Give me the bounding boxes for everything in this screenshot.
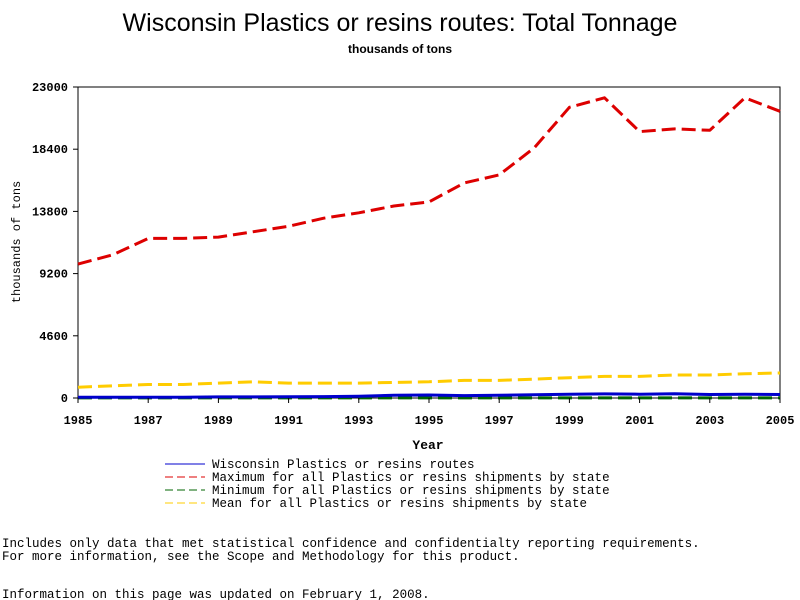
plot-area [77, 86, 781, 399]
y-tick-label: 23000 [32, 81, 68, 95]
x-tick-label: 1997 [485, 414, 514, 428]
x-tick-label: 1995 [415, 414, 444, 428]
legend: Wisconsin Plastics or resins routesMaxim… [165, 458, 610, 511]
y-axis-ticks: 0 4600 9200 13800 18400 23000 [32, 81, 78, 406]
x-tick-label: 2001 [625, 414, 654, 428]
series-line-0 [78, 392, 781, 399]
y-tick-label: 13800 [32, 205, 68, 219]
y-tick-label: 4600 [39, 330, 68, 344]
x-tick-label: 1985 [64, 414, 93, 428]
x-tick-label: 1987 [134, 414, 163, 428]
legend-label: Mean for all Plastics or resins shipment… [212, 497, 587, 511]
x-tick-label: 2005 [766, 414, 795, 428]
note-updated: Information on this page was updated on … [2, 588, 430, 600]
chart-subtitle: thousands of tons [348, 42, 452, 56]
chart-title: Wisconsin Plastics or resins routes: Tot… [123, 9, 678, 37]
y-tick-label: 18400 [32, 143, 68, 157]
note-confidence: Includes only data that met statistical … [2, 537, 700, 551]
series-line-3 [77, 371, 781, 389]
legend-label: Maximum for all Plastics or resins shipm… [212, 471, 610, 485]
plot-frame [77, 86, 781, 399]
x-tick-label: 1989 [204, 414, 233, 428]
y-axis-label: thousands of tons [10, 181, 24, 303]
x-tick-label: 1993 [344, 414, 373, 428]
x-tick-label: 2003 [695, 414, 724, 428]
note-methodology: For more information, see the Scope and … [2, 550, 520, 564]
x-axis-label: Year [412, 438, 443, 453]
x-tick-label: 1999 [555, 414, 584, 428]
series-layer [77, 96, 781, 400]
legend-label: Minimum for all Plastics or resins shipm… [212, 484, 610, 498]
x-tick-label: 1991 [274, 414, 303, 428]
x-axis-ticks: 1985 1987 1989 1991 1993 1995 1997 1999 2001 2003… [64, 398, 795, 428]
y-tick-label: 9200 [39, 268, 68, 282]
series-line-1 [77, 96, 781, 266]
legend-label: Wisconsin Plastics or resins routes [212, 458, 475, 472]
y-tick-label: 0 [61, 392, 68, 406]
